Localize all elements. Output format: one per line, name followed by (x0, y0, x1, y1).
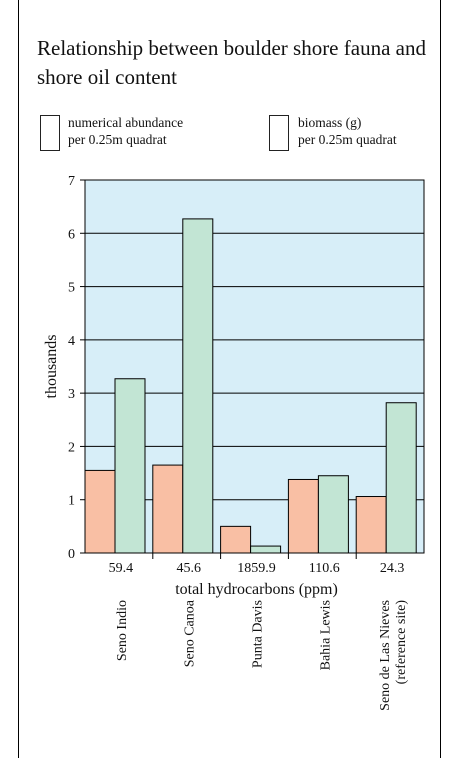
bar-abundance (84, 469, 116, 554)
legend-label-biomass-line2: per 0.25m quadrat (298, 132, 397, 147)
x-axis-label: total hydrocarbons (ppm) (175, 581, 338, 598)
legend-label-abundance-line2: per 0.25m quadrat (68, 132, 167, 147)
bar-abundance (287, 478, 319, 554)
y-tick-label: 2 (68, 440, 75, 455)
y-axis-label: thousands (43, 335, 60, 399)
site-label: (reference site) (394, 600, 409, 685)
bar-abundance (220, 525, 252, 554)
legend-label-biomass-line1: biomass (g) (298, 115, 362, 130)
x-tick-label: 59.4 (109, 561, 134, 576)
x-tick-label: 1859.9 (237, 561, 276, 576)
site-label: Seno de Las Nieves (378, 600, 393, 711)
legend-swatch-abundance (40, 115, 60, 151)
x-tick-label: 110.6 (309, 561, 340, 576)
y-tick-label: 6 (68, 227, 75, 242)
bar-biomass (182, 218, 214, 554)
site-label: Seno Canoa (183, 599, 198, 667)
bar-abundance (355, 496, 387, 554)
legend-label-abundance-line1: numerical abundance (68, 115, 184, 130)
bar-biomass (114, 378, 146, 554)
bar-biomass (385, 402, 417, 554)
y-tick-label: 5 (68, 281, 75, 296)
y-tick-label: 3 (68, 387, 75, 402)
y-tick-label: 0 (68, 547, 75, 562)
site-label: Seno Indio (115, 600, 130, 661)
legend-swatch-biomass (269, 115, 289, 151)
site-label: Bahia Lewis (318, 600, 333, 670)
bar-biomass (250, 545, 282, 554)
y-tick-label: 7 (68, 174, 75, 189)
figure-frame (18, 0, 441, 758)
x-tick-label: 24.3 (380, 561, 405, 576)
legend-label-abundance: numerical abundance per 0.25m quadrat (68, 114, 228, 148)
bar-abundance (152, 464, 184, 554)
x-tick-label: 45.6 (176, 561, 201, 576)
y-tick-label: 1 (68, 494, 75, 509)
bar-biomass (317, 475, 349, 554)
site-label: Punta Davis (251, 600, 266, 668)
plot-frame (84, 179, 425, 554)
legend-label-biomass: biomass (g) per 0.25m quadrat (298, 114, 458, 148)
chart-title: Relationship between boulder shore fauna… (37, 36, 426, 89)
y-tick-label: 4 (68, 334, 75, 349)
